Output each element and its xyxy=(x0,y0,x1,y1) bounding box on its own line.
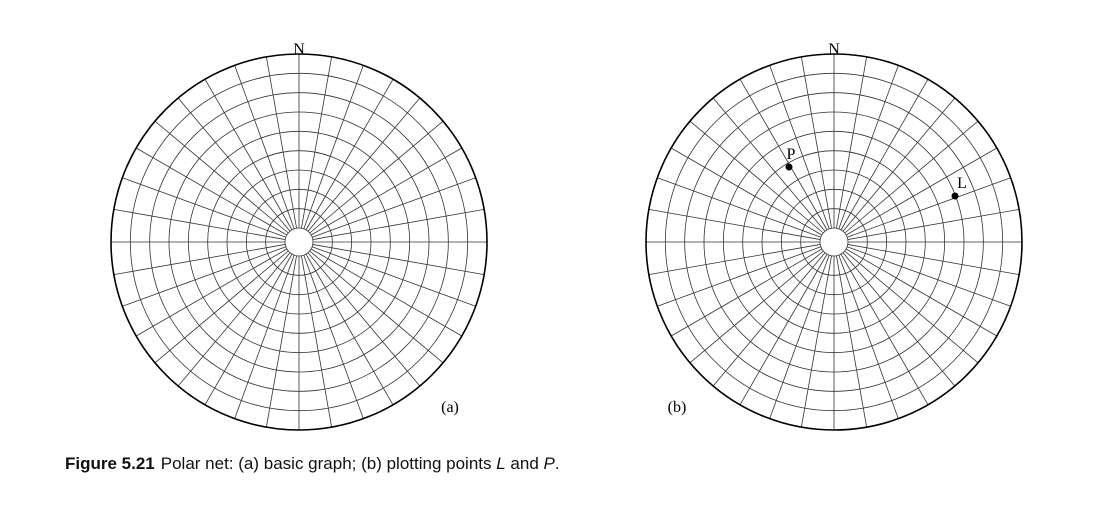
grid-spoke xyxy=(303,255,364,419)
grid-spoke xyxy=(301,255,333,428)
point-l-marker xyxy=(951,192,959,200)
caption-text-3: . xyxy=(554,454,560,473)
grid-spoke xyxy=(177,252,291,387)
grid-spoke xyxy=(800,56,832,229)
north-label-b: N xyxy=(828,41,840,58)
grid-spoke xyxy=(312,246,476,307)
grid-spoke xyxy=(135,147,288,236)
north-label-a: N xyxy=(293,41,305,58)
grid-spoke xyxy=(842,252,956,387)
grid-spoke xyxy=(307,97,421,232)
grid-spoke xyxy=(800,255,832,428)
grid-spoke xyxy=(842,97,956,232)
grid-ring xyxy=(819,227,849,257)
grid-spoke xyxy=(177,97,291,232)
grid-spoke xyxy=(712,252,826,387)
grid-spoke xyxy=(648,208,821,240)
grid-spoke xyxy=(154,250,289,364)
polar-net-a: N (a) xyxy=(110,41,488,431)
grid-spoke xyxy=(265,255,297,428)
grid-spoke xyxy=(769,65,830,229)
grid-spoke xyxy=(712,97,826,232)
grid-spoke xyxy=(113,244,286,276)
grid-spoke xyxy=(836,56,868,229)
grid-spoke xyxy=(305,253,394,406)
panel-label-a: (a) xyxy=(441,399,459,416)
grid-spoke xyxy=(840,253,929,406)
grid-spoke xyxy=(305,78,394,231)
grid-spoke xyxy=(310,248,463,337)
grid-spoke xyxy=(847,244,1020,276)
grid-spoke xyxy=(307,252,421,387)
grid-spoke xyxy=(312,244,485,276)
grid-spoke xyxy=(769,255,830,419)
grid-spoke xyxy=(838,255,899,419)
grid-spoke xyxy=(154,120,289,234)
grid-spoke xyxy=(312,208,485,240)
grid-spoke xyxy=(113,208,286,240)
caption-point-p: P xyxy=(543,454,555,473)
point-p-marker xyxy=(785,163,793,171)
grid-spoke xyxy=(309,120,444,234)
figure-caption: Figure 5.21 Polar net: (a) basic graph; (… xyxy=(65,454,560,474)
outer-circle xyxy=(645,53,1023,431)
grid-spoke xyxy=(265,56,297,229)
caption-point-l: L xyxy=(496,454,506,473)
grid-spoke xyxy=(204,253,293,406)
grid-spoke xyxy=(847,177,1011,238)
net-grid-a xyxy=(110,53,488,431)
grid-spoke xyxy=(840,78,929,231)
grid-spoke xyxy=(657,177,821,238)
grid-spoke xyxy=(303,65,364,229)
point-l-label: L xyxy=(957,175,967,192)
grid-spoke xyxy=(844,250,979,364)
grid-spoke xyxy=(234,65,295,229)
net-grid-b xyxy=(645,53,1023,431)
figure-number: Figure 5.21 xyxy=(65,454,155,473)
grid-spoke xyxy=(657,246,821,307)
grid-spoke xyxy=(648,244,821,276)
grid-spoke xyxy=(689,250,824,364)
caption-text-2: and xyxy=(505,454,544,473)
grid-spoke xyxy=(670,248,823,337)
grid-spoke xyxy=(847,246,1011,307)
grid-spoke xyxy=(739,253,828,406)
panel-label-b: (b) xyxy=(668,399,687,416)
grid-spoke xyxy=(122,246,286,307)
grid-spoke xyxy=(670,147,823,236)
grid-spoke xyxy=(301,56,333,229)
outer-circle xyxy=(110,53,488,431)
grid-spoke xyxy=(739,78,828,231)
grid-spoke xyxy=(309,250,444,364)
polar-net-b: N (b) P L xyxy=(645,41,1023,431)
grid-spoke xyxy=(122,177,286,238)
grid-spoke xyxy=(312,177,476,238)
grid-spoke xyxy=(836,255,868,428)
grid-spoke xyxy=(844,120,979,234)
grid-spoke xyxy=(689,120,824,234)
grid-ring xyxy=(284,227,314,257)
grid-spoke xyxy=(838,65,899,229)
grid-spoke xyxy=(204,78,293,231)
grid-spoke xyxy=(847,208,1020,240)
grid-spoke xyxy=(135,248,288,337)
grid-spoke xyxy=(310,147,463,236)
grid-spoke xyxy=(845,248,998,337)
caption-text-1: Polar net: (a) basic graph; (b) plotting… xyxy=(160,454,497,473)
grid-spoke xyxy=(234,255,295,419)
grid-spoke xyxy=(845,147,998,236)
figure-area: N (a) N (b) P L xyxy=(110,41,1023,431)
point-p-label: P xyxy=(787,146,796,163)
